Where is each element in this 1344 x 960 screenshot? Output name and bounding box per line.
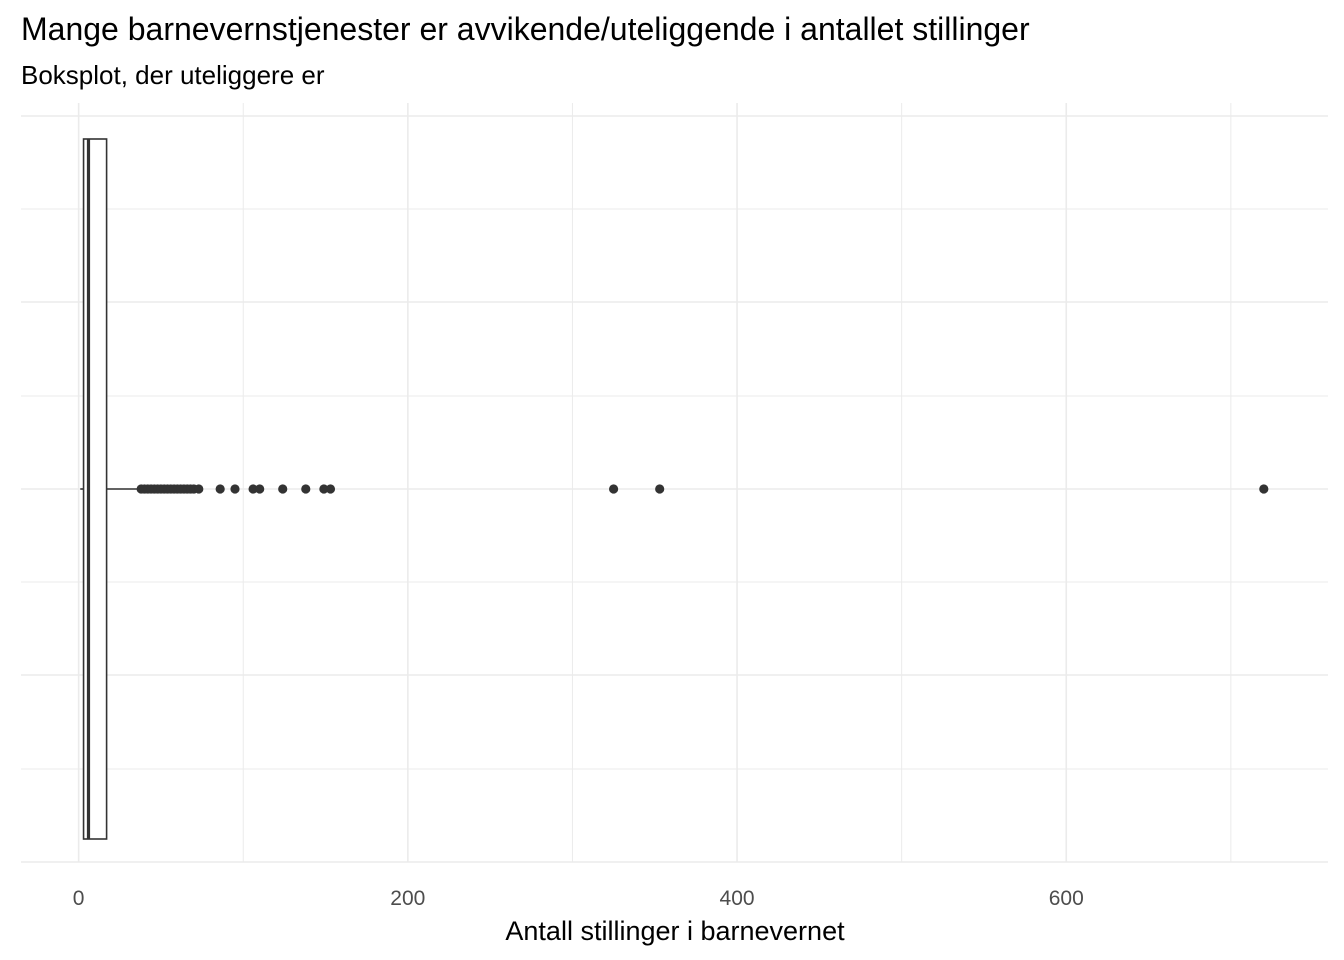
- chart-subtitle: Boksplot, der uteliggere er: [21, 60, 325, 90]
- outlier-point: [655, 484, 665, 494]
- grid-lines: [21, 103, 1328, 863]
- outlier-point: [1259, 484, 1269, 494]
- x-tick-label: 200: [390, 887, 425, 910]
- x-axis-ticks: 0 200 400 600: [73, 887, 1084, 910]
- x-axis-label: Antall stillinger i barnevernet: [505, 916, 845, 946]
- x-tick-label: 600: [1049, 887, 1084, 910]
- outlier-point: [248, 484, 258, 494]
- outlier-point: [215, 484, 225, 494]
- outliers-group: [136, 484, 1269, 494]
- outlier-point: [194, 484, 204, 494]
- outlier-point: [230, 484, 240, 494]
- outlier-point: [325, 484, 336, 494]
- outlier-point: [301, 484, 311, 494]
- x-tick-label: 400: [720, 887, 755, 910]
- chart-title: Mange barnevernstjenester er avvikende/u…: [21, 11, 1030, 47]
- outlier-point: [319, 484, 329, 494]
- x-tick-label: 0: [73, 887, 85, 910]
- outlier-point: [278, 484, 288, 494]
- box-group: [80, 138, 140, 840]
- outlier-point: [608, 484, 619, 494]
- outlier-point: [255, 484, 265, 494]
